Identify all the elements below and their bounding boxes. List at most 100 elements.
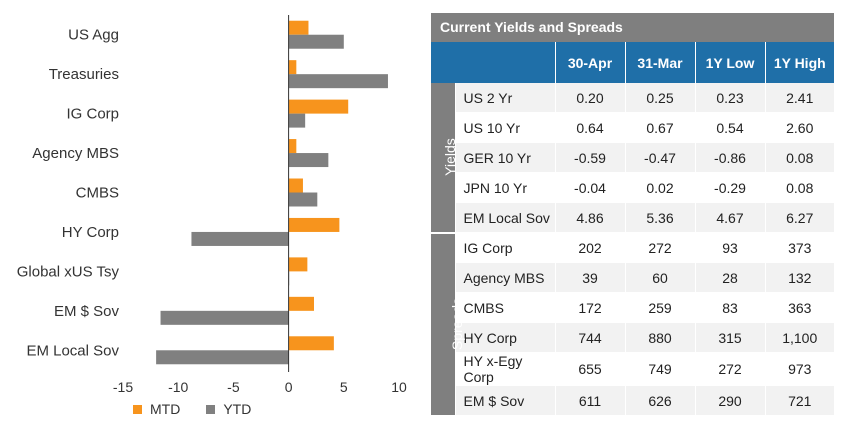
table-cell: 0.20 (554, 83, 625, 113)
bar-ytd (160, 310, 289, 325)
table-cell: 749 (624, 352, 695, 386)
table-cell: 172 (554, 292, 625, 323)
table-cell: 626 (624, 385, 695, 416)
legend-label-mtd: MTD (150, 401, 181, 417)
table-row: Yields US 2 Yr 0.20 0.25 0.23 2.41 (431, 83, 834, 234)
table-cell: 259 (624, 292, 695, 323)
legend-swatch-mtd (133, 404, 142, 414)
column-header: 1Y Low (694, 42, 765, 83)
table-cell: 880 (624, 322, 695, 353)
row-group-text: Yields (441, 138, 458, 177)
table-cell: 4.67 (694, 202, 765, 233)
category-label: CMBS (76, 185, 119, 202)
table-cell: 363 (764, 292, 834, 323)
table-cell: -0.29 (694, 172, 765, 203)
bar-mtd (288, 257, 308, 272)
table-cell: 0.25 (624, 83, 695, 113)
bar-mtd (288, 336, 334, 351)
yields-spreads-table: 30-Apr 31-Mar 1Y Low 1Y High Yields US 2 … (431, 42, 834, 417)
table-cell: -0.47 (624, 142, 695, 173)
table-cell: 272 (624, 232, 695, 263)
category-label: Agency MBS (32, 145, 119, 162)
table-cell: 973 (764, 352, 834, 386)
bar-mtd (288, 178, 303, 193)
chart-svg: US Agg Treasuries IG Corp Agency MBS CMBS HY … (17, 15, 407, 395)
row-group-label: Yields (431, 83, 458, 234)
table-body: Yields US 2 Yr 0.20 0.25 0.23 2.41 US 10 Yr 0.6… (431, 83, 834, 417)
yields-spreads-table-panel: Current Yields and Spreads 30-Apr 31-Mar… (431, 13, 834, 417)
table-row: HY Corp 744 880 315 1,100 (431, 322, 834, 353)
table-row: US 10 Yr 0.64 0.67 0.54 2.60 (431, 112, 834, 143)
table-cell: -0.04 (554, 172, 625, 203)
table-row: HY x-Egy Corp 655 749 272 973 (431, 352, 834, 386)
table-row: EM $ Sov 611 626 290 721 (431, 385, 834, 416)
table-cell: 28 (694, 262, 765, 293)
table-cell: 0.08 (764, 172, 834, 203)
table-cell: 6.27 (764, 202, 834, 233)
bar-chart: US Agg Treasuries IG Corp Agency MBS CMBS HY … (0, 0, 420, 426)
table-cell: -0.59 (554, 142, 625, 173)
table-cell: 0.67 (624, 112, 695, 143)
table-cell: 655 (554, 352, 625, 386)
row-label: Agency MBS (454, 262, 555, 293)
column-header: 31-Mar (624, 42, 695, 83)
category-label: Treasuries (49, 66, 119, 83)
table-cell: 611 (554, 385, 625, 416)
row-label: HY x-Egy Corp (454, 352, 555, 386)
bar-mtd (288, 217, 340, 232)
x-tick-label: 5 (340, 379, 348, 395)
bar-mtd (288, 60, 297, 75)
table-cell: 290 (694, 385, 765, 416)
bar-mtd (288, 139, 297, 154)
row-label: IG Corp (454, 232, 555, 263)
table-cell: 0.54 (694, 112, 765, 143)
bar-mtd (288, 99, 349, 114)
row-label: HY Corp (454, 322, 555, 353)
row-group-label: Spreads (431, 232, 465, 417)
table-row: GER 10 Yr -0.59 -0.47 -0.86 0.08 (431, 142, 834, 173)
bar-mtd (288, 20, 309, 35)
row-label: GER 10 Yr (454, 142, 555, 173)
category-label: EM $ Sov (54, 303, 120, 320)
row-group-text: Spreads (449, 297, 466, 351)
table-cell: 93 (694, 232, 765, 263)
table-row: EM Local Sov 4.86 5.36 4.67 6.27 (431, 202, 834, 233)
table-row: Agency MBS 39 60 28 132 (431, 262, 834, 293)
table-row: JPN 10 Yr -0.04 0.02 -0.29 0.08 (431, 172, 834, 203)
table-cell: 39 (554, 262, 625, 293)
row-label: CMBS (454, 292, 555, 323)
category-label: US Agg (68, 27, 119, 44)
legend-label-ytd: YTD (223, 401, 252, 417)
bar-ytd (288, 34, 344, 49)
table-header-row: 30-Apr 31-Mar 1Y Low 1Y High (431, 42, 834, 83)
table-cell: 0.64 (554, 112, 625, 143)
table-cell: 83 (694, 292, 765, 323)
category-label: IG Corp (66, 106, 119, 123)
table-cell: 0.02 (624, 172, 695, 203)
bar-ytd (288, 74, 388, 89)
table-cell: 5.36 (624, 202, 695, 233)
table-cell: 721 (764, 385, 834, 416)
legend-item-mtd: MTD (133, 401, 180, 417)
row-label: EM Local Sov (454, 202, 555, 233)
legend-swatch-ytd (206, 404, 216, 414)
bar-ytd (288, 153, 329, 168)
table-cell: 744 (554, 322, 625, 353)
table-cell: 272 (694, 352, 765, 386)
table-row: Spreads IG Corp 202 272 93 373 (431, 232, 834, 417)
table-cell: 1,100 (764, 322, 834, 353)
x-tick-label: 0 (285, 379, 293, 395)
table-cell: 60 (624, 262, 695, 293)
bar-ytd (288, 113, 306, 128)
table-cell: 315 (694, 322, 765, 353)
table-row: CMBS 172 259 83 363 (431, 292, 834, 323)
row-label: US 2 Yr (454, 83, 555, 113)
chart-legend: MTD YTD (133, 401, 251, 417)
column-header: 1Y High (764, 42, 834, 83)
bar-ytd (191, 231, 289, 246)
table-cell: -0.86 (694, 142, 765, 173)
bar-ytd (156, 350, 289, 365)
legend-item-ytd: YTD (206, 401, 251, 417)
x-tick-label: -10 (168, 379, 188, 395)
bar-ytd (288, 192, 318, 207)
